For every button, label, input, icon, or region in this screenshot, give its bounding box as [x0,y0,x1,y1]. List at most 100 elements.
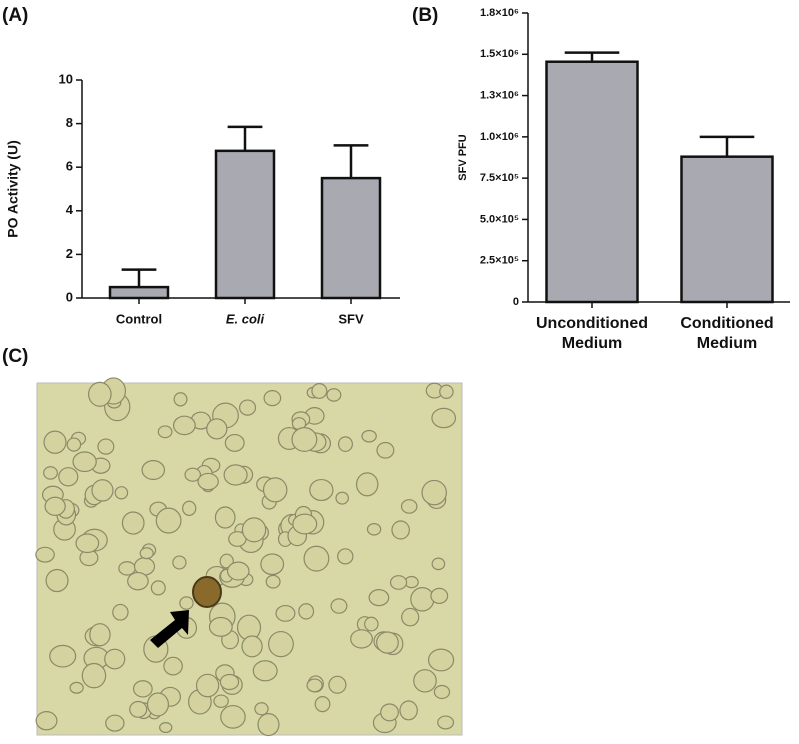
bar [108,285,170,300]
cell [399,700,418,721]
x-tick-label: Unconditioned [536,315,648,332]
cell [364,616,379,632]
cell [309,478,334,502]
cell [431,407,457,429]
cell [88,381,112,407]
y-axis-label: PO Activity (U) [5,140,21,238]
cell [118,561,136,576]
cell [413,669,437,693]
cell [219,673,240,691]
cell [238,399,257,416]
cell [214,506,236,529]
cell [337,436,353,452]
x-tick-label: Control [116,311,162,326]
cell [97,438,115,455]
cell [223,464,248,486]
cell [421,479,447,506]
cell [361,429,377,443]
cell [157,425,173,439]
cell [314,696,331,713]
cell [366,522,382,536]
bar [214,149,276,300]
cell [410,587,435,612]
cell [114,486,129,500]
cell [262,477,288,503]
y-axis-label: SFV PFU [457,134,469,181]
cell [389,575,408,590]
cell [89,623,111,647]
cell [220,704,246,729]
y-tick-label: 6 [66,159,73,174]
cell [335,491,350,505]
micrograph [35,377,463,737]
cell [44,496,66,516]
cell [328,675,347,694]
cell [141,460,166,481]
y-tick-label: 0 [513,296,519,308]
cell [172,415,196,436]
y-tick-label: 1.8×10⁶ [480,7,519,19]
bar [680,155,774,304]
cell [139,547,154,560]
bar [320,176,382,300]
cell [330,598,348,614]
cell [257,713,280,737]
cell [439,384,454,399]
cell [376,441,395,459]
cell [172,555,187,570]
y-tick-label: 1.5×10⁶ [480,48,519,60]
cell [81,662,107,689]
stained-cell [192,576,222,608]
cell [91,479,114,502]
cell [224,433,245,452]
cell [129,700,148,718]
x-tick-label: Medium [562,335,622,352]
cell [306,678,323,693]
y-tick-label: 2.5×10⁵ [480,255,519,267]
panel-label: (B) [412,5,438,26]
arrow [150,610,189,648]
cell [298,603,315,620]
cell [206,418,228,440]
cell [326,388,342,402]
cell [337,548,354,565]
cell [391,520,410,540]
cell [430,587,449,605]
cell [159,721,173,734]
cell [433,684,451,700]
cell [104,648,126,670]
y-tick-label: 1.0×10⁶ [480,131,519,143]
y-tick-label: 0 [66,289,73,304]
cell [43,430,67,454]
cell [163,656,183,676]
cell [184,467,202,482]
cell [376,631,399,654]
cell [69,681,84,694]
panel-label: (C) [2,346,28,367]
cell [155,507,182,534]
cell [127,571,149,591]
cell [380,703,399,722]
x-tick-label: E. coli [226,311,265,326]
cell [72,451,97,473]
cell [241,635,263,658]
cell [303,545,330,572]
cell [437,715,455,730]
cell [150,580,166,596]
cell [260,553,285,576]
cell [368,589,390,607]
x-tick-label: Medium [697,335,757,352]
cell [350,629,373,649]
cell [241,517,267,543]
cell [401,607,420,627]
x-tick-label: SFV [338,311,364,326]
y-tick-label: 10 [59,71,73,86]
cell [254,702,269,716]
cell [292,513,318,535]
cell [146,692,170,717]
cell [35,546,55,563]
cell [213,694,229,708]
cell [182,500,197,516]
cell [208,616,233,637]
